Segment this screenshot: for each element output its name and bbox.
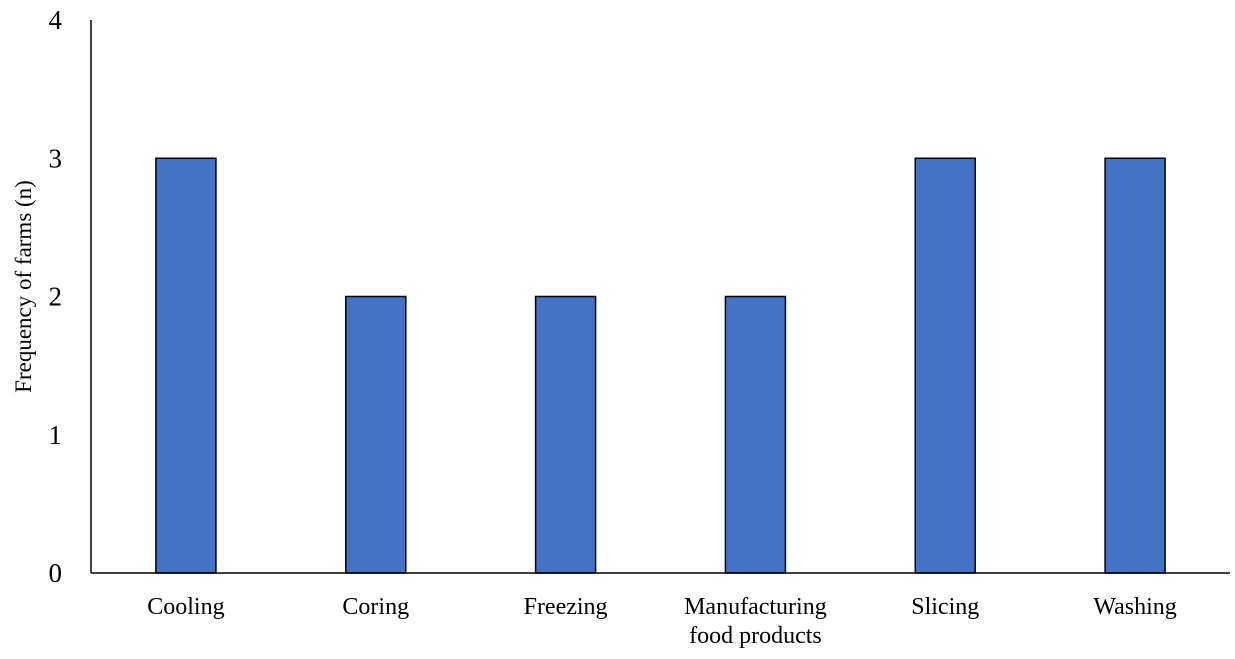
- bar: [155, 157, 217, 574]
- x-category-label: Cooling: [147, 594, 224, 620]
- x-category-labels: Cooling Coring Freezing Manufacturing food p…: [147, 594, 1177, 649]
- x-category-label: Manufacturing food products: [684, 594, 827, 649]
- x-category-label: Slicing: [911, 594, 979, 620]
- bars: [155, 157, 1166, 574]
- y-axis-title-group: Frequency of farms (n): [11, 180, 36, 393]
- bar: [914, 157, 976, 574]
- y-tick-label: 1: [49, 420, 63, 450]
- x-category-label: Washing: [1093, 594, 1176, 620]
- x-category-label: Coring: [342, 594, 409, 620]
- y-tick-label: 0: [49, 558, 63, 588]
- y-tick-label: 2: [49, 282, 63, 312]
- bar: [1104, 157, 1166, 574]
- y-tick-label: 4: [49, 5, 63, 35]
- y-axis-title: Frequency of farms (n): [11, 180, 36, 393]
- bar: [345, 295, 407, 574]
- bar: [724, 295, 787, 574]
- bar: [534, 295, 597, 574]
- x-category-label: Freezing: [524, 594, 608, 620]
- y-tick-labels: 0 1 2 3 4: [49, 5, 63, 588]
- y-tick-label: 3: [49, 143, 63, 173]
